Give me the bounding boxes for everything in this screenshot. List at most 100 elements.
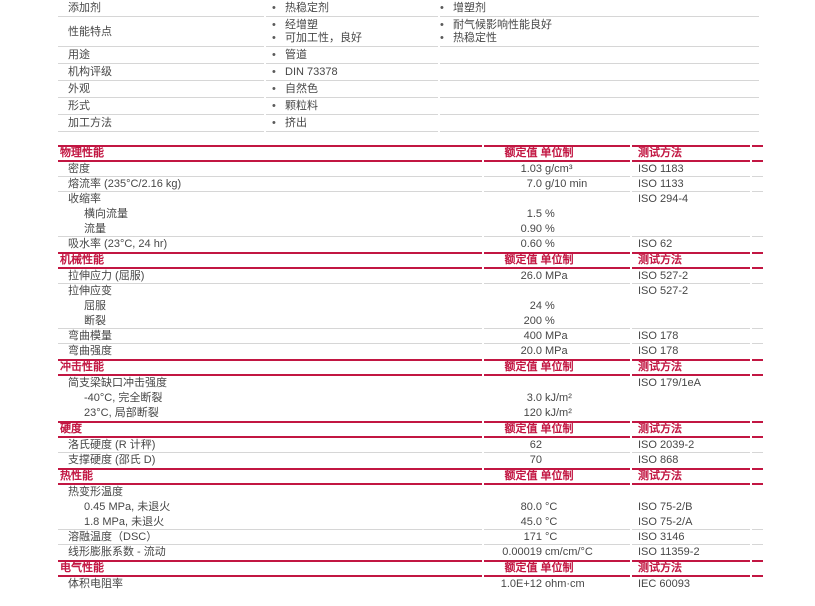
section-header-row: 电气性能 额定值 单位制 测试方法 bbox=[58, 560, 763, 577]
bullet-icon: • bbox=[440, 2, 444, 14]
value-unit: MPa bbox=[545, 330, 568, 342]
rating-unit-header: 额定值 单位制 bbox=[484, 560, 630, 577]
bullet-item: • 热稳定性 bbox=[440, 32, 759, 45]
value-number bbox=[484, 192, 542, 207]
bullet-item: • DIN 73378 bbox=[272, 66, 438, 79]
test-method: ISO 868 bbox=[638, 454, 679, 466]
value-number: 80.0 bbox=[520, 501, 542, 513]
section-title: 冲击性能 bbox=[58, 359, 482, 376]
attribute-values-col1: • 经增塑 • 可加工性，良好 bbox=[266, 17, 438, 47]
property-value: 62 bbox=[484, 438, 630, 453]
test-method-header: 测试方法 bbox=[632, 145, 750, 162]
value-unit: % bbox=[545, 208, 555, 220]
property-row: -40°C, 完全断裂 3.0 kJ/m² bbox=[58, 391, 763, 406]
bullet-item: • 耐气候影响性能良好 bbox=[440, 19, 759, 32]
bullet-text: 自然色 bbox=[285, 83, 318, 95]
test-method: ISO 2039-2 bbox=[632, 438, 750, 453]
value-number: 1.5 bbox=[526, 208, 542, 220]
property-value: 1.0E+12 ohm·cm bbox=[484, 577, 630, 592]
bullet-item: • 增塑剂 bbox=[440, 2, 759, 15]
property-value bbox=[484, 485, 630, 500]
property-value: 7.0 g/10 min bbox=[484, 177, 630, 192]
test-method bbox=[632, 299, 750, 314]
property-value: 0.60% bbox=[484, 237, 630, 252]
property-value: 200% bbox=[484, 314, 630, 329]
value-unit: kJ/m² bbox=[545, 392, 572, 404]
section-header-row: 机械性能 额定值 单位制 测试方法 bbox=[58, 252, 763, 269]
attribute-values-col1: • 自然色 bbox=[266, 81, 438, 98]
property-label: 拉伸应变 bbox=[68, 285, 112, 297]
test-method bbox=[632, 391, 750, 406]
value-number: 26.0 bbox=[520, 270, 542, 282]
attribute-row: 加工方法 • 挤出 bbox=[58, 115, 763, 132]
test-method: ISO 1133 bbox=[632, 177, 750, 192]
property-label: 溶融温度（DSC） bbox=[58, 530, 482, 545]
bullet-icon: • bbox=[440, 19, 444, 31]
property-value bbox=[484, 192, 630, 207]
value-number: 7.0 bbox=[526, 178, 542, 190]
bullet-text: 管道 bbox=[285, 49, 307, 61]
property-label: 熔流率 (235°C/2.16 kg) bbox=[58, 177, 482, 192]
attribute-label: 加工方法 bbox=[58, 115, 264, 132]
attribute-row: 形式 • 颗粒料 bbox=[58, 98, 763, 115]
bullet-text: 耐气候影响性能良好 bbox=[453, 19, 552, 31]
property-value: 171 °C bbox=[484, 530, 630, 545]
property-row: 流量 0.90% bbox=[58, 222, 763, 237]
value-number: 171 bbox=[523, 531, 542, 543]
test-method bbox=[632, 222, 750, 237]
bullet-icon: • bbox=[440, 32, 444, 44]
property-row: 收缩率 ISO 294-4 bbox=[58, 192, 763, 207]
value-unit: °C bbox=[545, 516, 558, 528]
attribute-values-col1: • 管道 bbox=[266, 47, 438, 64]
value-number: 1.0E+12 bbox=[500, 578, 542, 590]
attribute-values-col1: • 热稳定剂 bbox=[266, 0, 438, 17]
attribute-values-col2: • 耐气候影响性能良好 • 热稳定性 bbox=[440, 17, 759, 47]
bullet-item: • 可加工性，良好 bbox=[272, 32, 438, 45]
value-unit: ohm·cm bbox=[545, 578, 585, 590]
value-unit: g/cm³ bbox=[545, 163, 573, 175]
property-value: 3.0 kJ/m² bbox=[484, 391, 630, 406]
property-row: 23°C, 局部断裂 120 kJ/m² bbox=[58, 406, 763, 421]
test-method: ISO 527-2 bbox=[632, 269, 750, 284]
value-unit: % bbox=[545, 238, 555, 250]
section-header-row: 热性能 额定值 单位制 测试方法 bbox=[58, 468, 763, 485]
test-method bbox=[632, 406, 750, 421]
attribute-row: 机构评级 • DIN 73378 bbox=[58, 64, 763, 81]
property-row: 支撑硬度 (邵氏 D) 70 ISO 868 bbox=[58, 453, 763, 468]
property-row: 断裂 200% bbox=[58, 314, 763, 329]
bullet-item: • 挤出 bbox=[272, 117, 438, 130]
property-value: 70 bbox=[484, 453, 630, 468]
attribute-row: 用途 • 管道 bbox=[58, 47, 763, 64]
value-unit: % bbox=[545, 300, 555, 312]
bullet-icon: • bbox=[272, 66, 276, 78]
value-number: 70 bbox=[529, 454, 542, 466]
property-row: 洛氏硬度 (R 计秤) 62 ISO 2039-2 bbox=[58, 438, 763, 453]
value-number: 1.03 bbox=[520, 163, 542, 175]
datasheet-table: 添加剂 • 热稳定剂 • 增塑剂 性能特点 • 经增塑 • 可加工性，良好 • 耐气候影响… bbox=[58, 0, 763, 592]
value-number: 0.90 bbox=[520, 223, 542, 235]
property-value: 24% bbox=[484, 299, 630, 314]
property-row: 体积电阻率 1.0E+12 ohm·cm IEC 60093 bbox=[58, 577, 763, 592]
property-sections: 物理性能 额定值 单位制 测试方法 密度 1.03 g/cm³ ISO 1183 … bbox=[58, 145, 763, 592]
section-title: 热性能 bbox=[58, 468, 482, 485]
property-value bbox=[484, 376, 630, 391]
property-row: 横向流量 1.5% bbox=[58, 207, 763, 222]
section-header-row: 物理性能 额定值 单位制 测试方法 bbox=[58, 145, 763, 162]
property-label: 流量 bbox=[58, 222, 482, 237]
property-label: 0.45 MPa, 未退火 bbox=[84, 501, 171, 513]
property-row: 弯曲强度 20.0 MPa ISO 178 bbox=[58, 344, 763, 359]
bullet-item: • 管道 bbox=[272, 49, 438, 62]
attribute-row: 添加剂 • 热稳定剂 • 增塑剂 bbox=[58, 0, 763, 17]
bullet-item: • 自然色 bbox=[272, 83, 438, 96]
value-number: 400 bbox=[523, 330, 542, 342]
property-row: 吸水率 (23°C, 24 hr) 0.60% ISO 62 bbox=[58, 237, 763, 252]
rating-unit-header: 额定值 单位制 bbox=[484, 421, 630, 438]
property-row: 拉伸应变 ISO 527-2 bbox=[58, 284, 763, 299]
attribute-values-col1: • 颗粒料 bbox=[266, 98, 438, 115]
bullet-text: DIN 73378 bbox=[285, 66, 338, 78]
value-number bbox=[484, 485, 542, 500]
bullet-text: 增塑剂 bbox=[453, 2, 486, 14]
test-method-header: 测试方法 bbox=[632, 560, 750, 577]
value-unit: cm/cm/°C bbox=[545, 546, 593, 558]
attributes-table: 添加剂 • 热稳定剂 • 增塑剂 性能特点 • 经增塑 • 可加工性，良好 • 耐气候影响… bbox=[58, 0, 763, 132]
